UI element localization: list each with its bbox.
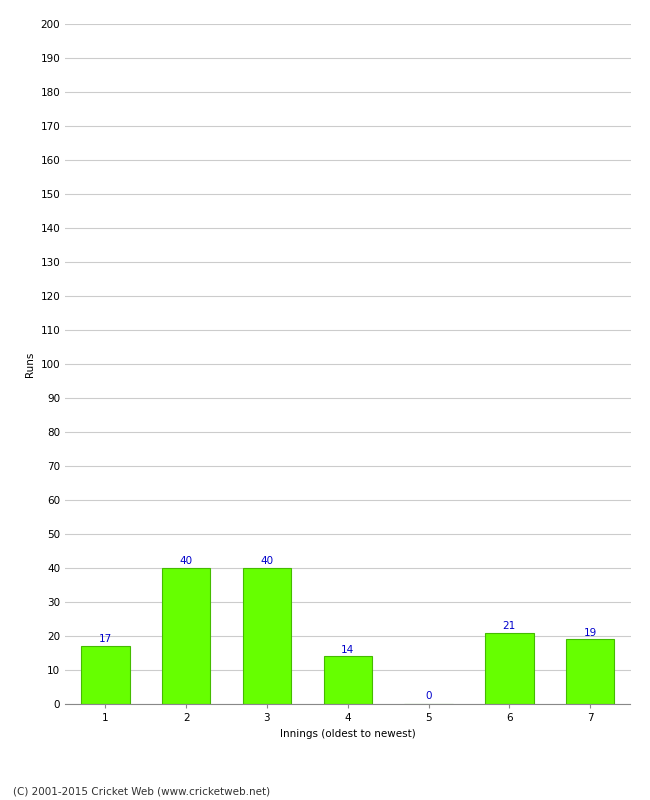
Text: 19: 19 [584, 628, 597, 638]
Text: 14: 14 [341, 645, 354, 654]
Bar [566, 639, 614, 704]
Text: 21: 21 [502, 621, 516, 631]
Bar [324, 656, 372, 704]
Text: 40: 40 [261, 556, 274, 566]
Text: 40: 40 [179, 556, 193, 566]
X-axis label: Innings (oldest to newest): Innings (oldest to newest) [280, 729, 415, 738]
Text: (C) 2001-2015 Cricket Web (www.cricketweb.net): (C) 2001-2015 Cricket Web (www.cricketwe… [13, 786, 270, 796]
Bar [242, 568, 291, 704]
Y-axis label: Runs: Runs [25, 351, 35, 377]
Text: 0: 0 [425, 690, 432, 701]
Bar [485, 633, 534, 704]
Text: 17: 17 [99, 634, 112, 645]
Bar [162, 568, 211, 704]
Bar [81, 646, 129, 704]
